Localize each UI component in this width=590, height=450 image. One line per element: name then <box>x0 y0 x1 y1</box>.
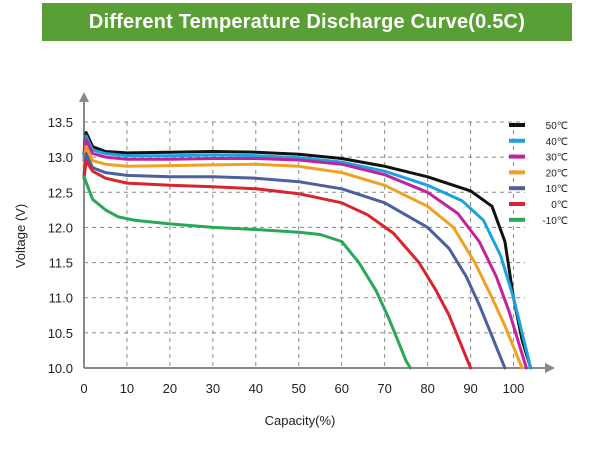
y-tick-label: 13.5 <box>48 115 73 130</box>
legend-swatch <box>509 138 525 143</box>
series-line <box>82 159 473 370</box>
x-tick-label: 50 <box>292 381 306 396</box>
x-tick-label: 90 <box>463 381 477 396</box>
x-axis-label: Capacity(%) <box>265 413 336 428</box>
legend-label: 50℃ <box>546 121 568 132</box>
series-line <box>82 145 524 370</box>
x-tick-label: 10 <box>120 381 134 396</box>
legend-swatch <box>509 202 525 206</box>
y-tick-label: 13.0 <box>48 150 73 165</box>
y-tick-label: 12.0 <box>48 220 73 235</box>
y-tick-label: 11.5 <box>49 256 73 271</box>
series-line <box>82 138 528 370</box>
legend-label: 30℃ <box>546 153 568 164</box>
legend-label: -10℃ <box>542 216 568 227</box>
x-tick-label: 0 <box>80 381 87 396</box>
legend-swatch <box>509 123 525 127</box>
legend-label: 20℃ <box>546 168 568 179</box>
series-line <box>82 152 507 370</box>
x-tick-label: 30 <box>206 381 220 396</box>
x-tick-label: 70 <box>377 381 391 396</box>
legend-swatch <box>509 186 525 191</box>
y-tick-label: 11.0 <box>49 291 73 306</box>
chart-title: Different Temperature Discharge Curve(0.… <box>88 10 526 33</box>
series-lines <box>82 131 533 370</box>
legend-swatch <box>509 170 525 175</box>
x-tick-label: 80 <box>420 381 434 396</box>
x-tick-label: 40 <box>249 381 263 396</box>
legend: 50℃ 40℃ 30℃ 20℃ 10℃ 0℃ -10℃ <box>509 121 568 227</box>
series-line <box>82 134 533 370</box>
legend-label: 0℃ <box>551 200 568 211</box>
x-tick-label: 20 <box>163 381 177 396</box>
y-axis-arrow <box>79 92 89 102</box>
legend-label: 10℃ <box>546 184 568 195</box>
legend-swatch <box>509 154 525 159</box>
x-axis-arrow <box>545 363 555 373</box>
y-tick-label: 12.5 <box>48 185 73 200</box>
y-tick-label: 10.0 <box>48 361 73 376</box>
x-tick-label: 100 <box>503 381 525 396</box>
series-line <box>82 131 533 370</box>
legend-label: 40℃ <box>546 137 568 148</box>
y-tick-label: 10.5 <box>48 326 73 341</box>
y-axis-label: Voltage (V) <box>13 204 28 268</box>
chart-title-banner: Different Temperature Discharge Curve(0.… <box>42 3 572 41</box>
x-tick-label: 60 <box>334 381 348 396</box>
legend-swatch <box>509 217 525 222</box>
tick-labels: 0 10 20 30 40 50 60 70 80 90 100 10.0 10.5 11.0 11.5 12… <box>48 115 525 396</box>
axes <box>79 92 555 373</box>
series-line <box>82 175 412 370</box>
